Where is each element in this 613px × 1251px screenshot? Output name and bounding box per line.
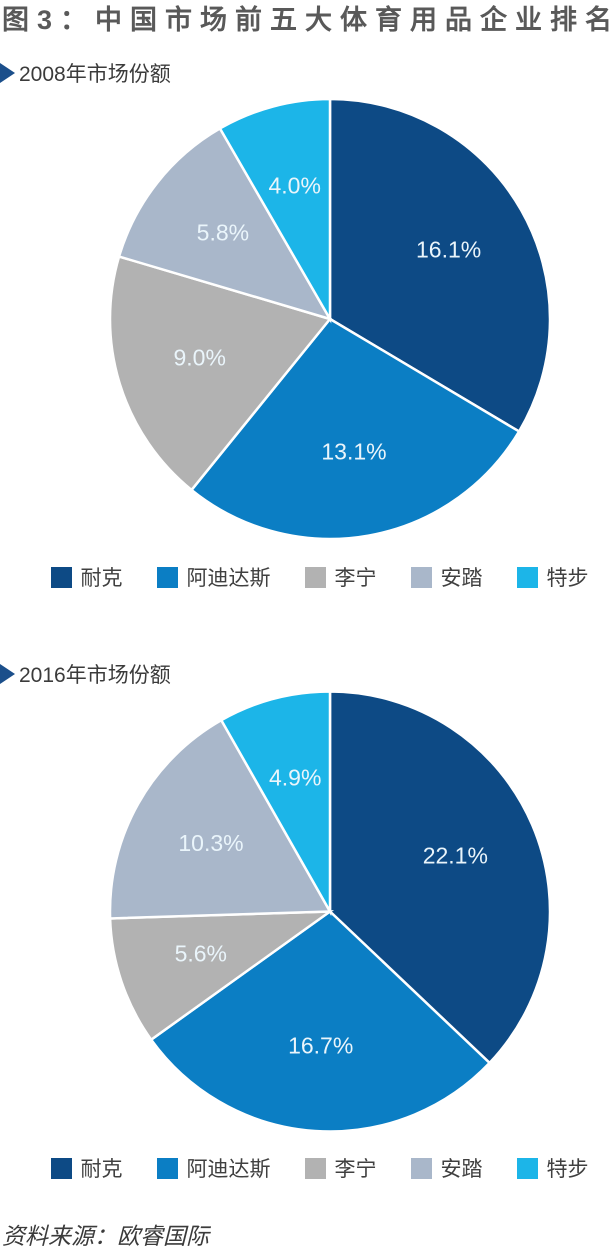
svg-text:22.1%: 22.1% [423,843,488,869]
svg-text:5.6%: 5.6% [175,940,227,966]
svg-text:16.7%: 16.7% [288,1033,353,1059]
svg-text:10.3%: 10.3% [178,830,243,856]
svg-text:4.9%: 4.9% [269,765,321,791]
